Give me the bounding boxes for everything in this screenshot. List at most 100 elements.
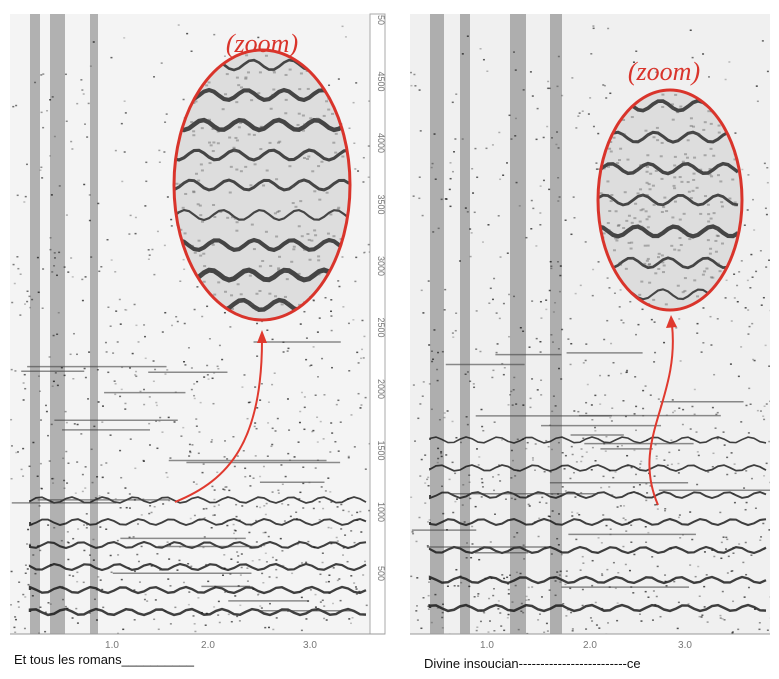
speck — [23, 201, 26, 203]
speck — [208, 162, 212, 165]
speck — [317, 273, 321, 276]
speck — [678, 514, 681, 516]
speck — [763, 475, 766, 477]
speck — [437, 351, 440, 354]
speck — [550, 267, 553, 270]
speck — [330, 310, 333, 313]
speck — [634, 333, 637, 336]
speck — [661, 271, 665, 274]
speck — [341, 256, 344, 258]
speck — [692, 125, 696, 128]
speck — [514, 475, 517, 477]
speck — [312, 346, 315, 348]
speck — [606, 180, 610, 183]
speck — [81, 473, 84, 476]
speck — [514, 69, 517, 71]
speck — [203, 376, 206, 378]
speck — [613, 292, 616, 295]
speck — [119, 507, 122, 509]
speck — [633, 553, 636, 556]
speck — [759, 539, 762, 541]
speck — [639, 209, 643, 212]
speck — [332, 567, 335, 569]
speck — [512, 51, 515, 53]
speck — [706, 621, 709, 623]
speck — [305, 618, 308, 620]
speck — [430, 621, 433, 624]
speck — [653, 68, 656, 70]
speck — [15, 104, 18, 107]
speck — [749, 287, 752, 289]
speck — [37, 375, 40, 377]
speck — [10, 570, 13, 573]
speck — [555, 143, 558, 146]
speck — [539, 340, 542, 343]
speck — [460, 581, 463, 584]
zoom-harmonic — [598, 130, 739, 145]
speck — [354, 168, 357, 170]
speck — [610, 342, 613, 345]
speck — [571, 453, 574, 456]
speck — [454, 138, 457, 140]
zoom-harmonic — [174, 237, 350, 253]
speck — [418, 197, 421, 200]
speck — [412, 384, 415, 386]
speck — [714, 239, 718, 242]
speck — [321, 599, 324, 602]
speck — [344, 534, 347, 536]
speck — [516, 532, 519, 534]
speck — [652, 203, 656, 206]
speck — [700, 616, 703, 618]
speck — [416, 577, 419, 579]
speck — [353, 541, 356, 544]
speck — [546, 630, 549, 632]
speck — [101, 476, 104, 479]
speck — [17, 606, 20, 608]
speck — [585, 451, 588, 453]
speck — [363, 335, 366, 338]
speck — [249, 524, 252, 527]
speck — [337, 206, 341, 209]
speck — [254, 422, 257, 424]
speck — [189, 451, 192, 454]
speck — [566, 609, 569, 612]
speck — [725, 279, 728, 282]
speck — [736, 284, 739, 287]
speck — [266, 329, 269, 331]
speck — [504, 498, 507, 500]
speck — [619, 289, 622, 291]
speck — [216, 365, 219, 368]
speck — [630, 221, 634, 224]
speck — [706, 239, 710, 242]
speck — [280, 303, 284, 306]
speck — [114, 497, 117, 500]
speck — [690, 132, 694, 135]
speck — [537, 535, 540, 538]
speck — [638, 466, 641, 469]
speck — [190, 367, 193, 369]
speck — [163, 244, 166, 247]
speck — [630, 116, 634, 119]
speck — [350, 575, 353, 577]
speck — [731, 631, 734, 633]
speck — [34, 572, 37, 575]
speck — [682, 408, 685, 411]
y-tick-label: 3000 — [376, 256, 386, 276]
speck — [488, 620, 491, 622]
speck — [720, 201, 724, 204]
speck — [62, 457, 65, 460]
speck — [134, 467, 137, 470]
speck — [90, 256, 93, 258]
speck — [326, 232, 330, 235]
speck — [653, 321, 656, 323]
speck — [603, 338, 606, 341]
speck — [657, 398, 660, 400]
speck — [278, 140, 282, 143]
speck — [247, 133, 251, 136]
speck — [705, 267, 709, 270]
speck — [39, 169, 42, 171]
speck — [472, 383, 475, 385]
speck — [213, 498, 216, 501]
speck — [246, 580, 249, 582]
speck — [298, 497, 301, 500]
